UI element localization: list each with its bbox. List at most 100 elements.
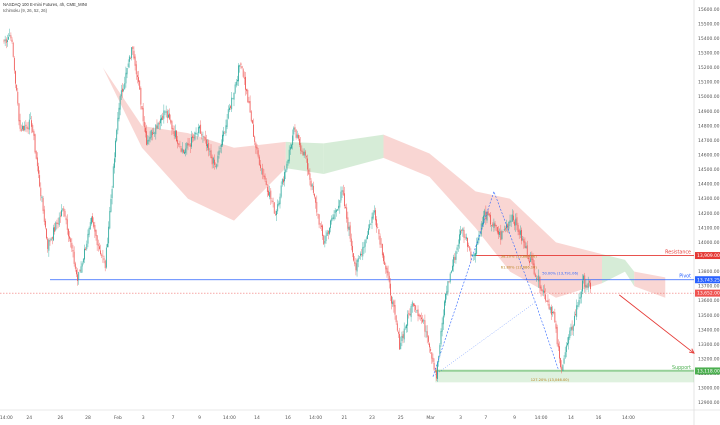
candle-body — [362, 247, 364, 257]
candle-body — [524, 241, 526, 248]
candle-body — [531, 256, 533, 260]
candle-body — [334, 210, 336, 214]
y-tick-label: 14300.00 — [698, 196, 720, 202]
candle-body — [419, 314, 421, 317]
candle-body — [510, 221, 512, 222]
candle-body — [436, 371, 437, 379]
candle-body — [62, 208, 64, 210]
candle-body — [212, 157, 214, 164]
candle-body — [398, 332, 399, 334]
candle-body — [349, 225, 351, 239]
support-label: Support — [672, 365, 691, 371]
candle-body — [135, 64, 137, 75]
candle-body — [40, 187, 42, 197]
candle-body — [61, 210, 62, 216]
candle-body — [319, 223, 321, 225]
candle-body — [404, 327, 406, 329]
candle-body — [285, 169, 287, 173]
cloud-segment — [634, 271, 666, 298]
candle-body — [63, 208, 65, 212]
y-tick-label: 15600.00 — [698, 7, 720, 13]
candle-body — [278, 202, 280, 206]
candle-body — [112, 166, 114, 188]
y-tick-label: 15200.00 — [698, 65, 720, 71]
candle-body — [33, 131, 35, 136]
x-tick-label: Feb — [114, 415, 122, 421]
candle-body — [480, 223, 482, 235]
candle-body — [306, 156, 307, 158]
candle-body — [304, 151, 306, 156]
y-tick-label: 13400.00 — [698, 327, 720, 333]
candle-body — [517, 225, 519, 232]
candle-body — [48, 239, 50, 251]
candle-body — [417, 309, 419, 316]
candle-body — [66, 219, 68, 230]
candle-body — [172, 127, 174, 131]
candle-body — [180, 148, 182, 152]
candle-body — [454, 256, 456, 260]
candle-body — [177, 139, 179, 144]
candle-body — [73, 251, 75, 264]
candle-body — [64, 210, 66, 217]
candle-body — [499, 231, 501, 235]
y-tick-label: 14100.00 — [698, 225, 720, 231]
candle-body — [116, 130, 118, 141]
candle-body — [350, 238, 352, 246]
candle-body — [43, 209, 45, 222]
candle-body — [38, 166, 39, 174]
candle-body — [149, 137, 151, 140]
candle-body — [380, 243, 382, 245]
candle-body — [322, 225, 323, 236]
candle-body — [103, 258, 105, 260]
candle-body — [91, 217, 92, 224]
candle-body — [432, 357, 434, 362]
candle-body — [487, 211, 489, 216]
candle-body — [559, 346, 560, 359]
candle-body — [476, 243, 478, 254]
candle-body — [170, 119, 172, 123]
candle-body — [102, 255, 104, 257]
candle-body — [247, 89, 249, 103]
candle-body — [111, 189, 113, 199]
y-tick-label: 15400.00 — [698, 36, 720, 42]
candle-body — [370, 224, 372, 225]
candle-body — [105, 247, 107, 268]
candle-body — [396, 323, 398, 331]
candle-body — [453, 256, 455, 267]
candle-body — [220, 144, 222, 147]
current-price-tag — [695, 289, 720, 297]
candle-body — [273, 202, 275, 214]
candle-body — [424, 320, 426, 332]
candle-body — [156, 125, 158, 129]
candle-body — [326, 232, 328, 236]
candle-body — [570, 327, 572, 331]
candle-body — [505, 228, 506, 230]
candle-body — [346, 207, 348, 219]
candle-body — [477, 240, 479, 245]
candle-body — [513, 215, 514, 221]
candle-body — [468, 245, 469, 247]
candle-body — [413, 303, 414, 306]
y-tick-label: 14500.00 — [698, 167, 720, 173]
candle-body — [120, 90, 122, 97]
x-tick-label: 9 — [198, 415, 201, 421]
candle-body — [415, 305, 417, 310]
cloud-segment — [429, 153, 476, 228]
candle-body — [536, 278, 537, 279]
candle-body — [390, 283, 391, 296]
candle-body — [501, 231, 503, 240]
candle-body — [532, 258, 534, 265]
candle-body — [572, 325, 574, 331]
x-tick-label: Mar — [426, 415, 435, 421]
time-axis: 14:00 24 26 28 Feb 3 7 9 14:00 14 16 14:00 21 23 25 Mar… — [0, 415, 635, 421]
candle-body — [53, 227, 54, 241]
candle-body — [263, 175, 265, 177]
candle-body — [347, 217, 349, 229]
candle-body — [459, 234, 460, 244]
candle-body — [423, 320, 425, 322]
candle-body — [457, 244, 459, 247]
candle-body — [292, 135, 294, 145]
candle-body — [462, 228, 464, 231]
candle-body — [298, 135, 299, 139]
